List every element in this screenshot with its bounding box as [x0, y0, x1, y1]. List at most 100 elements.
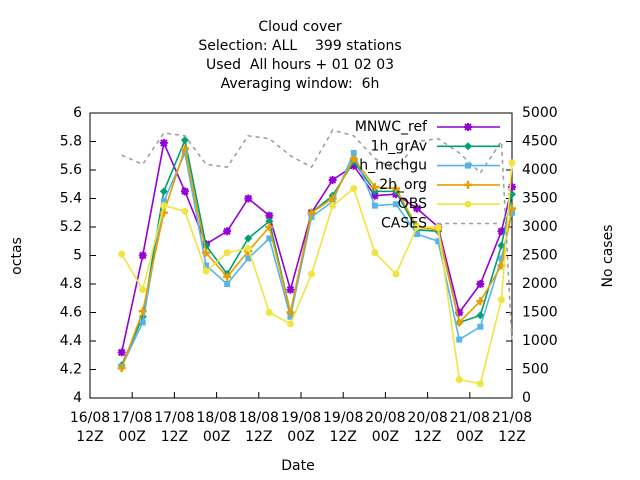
x-tick-label: 00Z: [287, 429, 314, 445]
data-point: [350, 149, 357, 156]
series-line: [120, 162, 513, 385]
data-point: [435, 238, 442, 245]
chart-subtitle: Averaging window: 6h: [221, 76, 380, 92]
data-point: [202, 248, 211, 257]
x-tick-label: 00Z: [203, 429, 230, 445]
data-point: [181, 149, 188, 156]
data-point: [413, 223, 421, 231]
x-axis-label: Date: [281, 458, 314, 474]
x-tick-label: 19/08: [281, 410, 321, 426]
legend-label: OBS: [398, 196, 427, 212]
legend-label: h_nechgu: [359, 158, 427, 174]
data-point: [477, 323, 484, 330]
data-point: [329, 202, 337, 210]
data-point: [508, 204, 516, 213]
y2-tick-label: 2500: [522, 248, 558, 264]
y2-tick-label: 5000: [522, 105, 558, 121]
y-tick-label: 4: [73, 390, 82, 406]
chart-title: Cloud cover: [258, 19, 342, 35]
data-point: [202, 267, 210, 275]
data-point: [286, 285, 295, 294]
x-tick-label: 17/08: [112, 410, 152, 426]
data-point: [349, 154, 358, 163]
data-point: [370, 183, 379, 192]
y-tick-label: 4.4: [60, 333, 82, 349]
legend-label: 2h_org: [379, 177, 427, 193]
data-point: [476, 311, 485, 320]
x-tick-label: 20/08: [407, 410, 447, 426]
data-point: [286, 308, 295, 317]
data-point: [455, 375, 463, 383]
data-point: [414, 231, 421, 238]
data-point: [160, 202, 168, 210]
data-point: [391, 184, 400, 193]
data-point: [392, 201, 399, 208]
data-point: [118, 250, 126, 258]
x-tick-label: 00Z: [118, 429, 145, 445]
data-point: [464, 142, 472, 151]
x-tick-label: 17/08: [154, 410, 194, 426]
x-tick-label: 12Z: [498, 429, 525, 445]
data-point: [434, 223, 442, 231]
data-point: [159, 138, 168, 147]
data-point: [465, 162, 471, 169]
data-point: [497, 227, 506, 236]
data-point: [265, 211, 274, 220]
x-tick-label: 12Z: [329, 429, 356, 445]
x-tick-label: 16/08: [70, 410, 110, 426]
x-tick-label: 12Z: [76, 429, 103, 445]
series-line: [120, 140, 513, 353]
y2-tick-label: 1500: [522, 305, 558, 321]
data-point: [286, 320, 294, 328]
data-point: [497, 296, 505, 304]
data-point: [223, 249, 231, 257]
y-axis-label: octas: [9, 237, 25, 275]
series-line: [120, 145, 513, 369]
data-point: [245, 255, 252, 262]
data-point: [476, 280, 485, 288]
y-tick-label: 5.6: [60, 162, 82, 178]
data-point: [224, 281, 231, 287]
y-tick-label: 6: [73, 105, 82, 121]
data-point: [370, 187, 379, 196]
data-point: [265, 223, 274, 231]
data-point: [307, 208, 316, 217]
legend-label: CASES: [381, 216, 427, 232]
data-point: [456, 336, 463, 343]
data-point: [180, 144, 189, 153]
data-point: [139, 319, 146, 326]
data-point: [350, 185, 358, 193]
data-point: [203, 262, 210, 269]
x-tick-label: 20/08: [365, 410, 405, 426]
data-point: [455, 318, 464, 327]
data-point: [308, 270, 316, 278]
data-point: [159, 187, 168, 196]
data-point: [138, 307, 147, 316]
y-tick-label: 4.6: [60, 305, 82, 321]
data-point: [464, 200, 472, 208]
data-point: [265, 309, 273, 316]
data-point: [181, 207, 189, 215]
data-point: [159, 208, 168, 217]
data-point: [244, 234, 253, 243]
x-tick-label: 12Z: [245, 429, 272, 445]
data-point: [464, 180, 472, 189]
x-tick-label: 00Z: [456, 429, 483, 445]
legend-label: MNWC_ref: [355, 119, 428, 135]
data-point: [476, 297, 485, 306]
y2-tick-label: 3000: [522, 219, 558, 235]
y2-tick-label: 2000: [522, 276, 558, 292]
data-point: [392, 270, 400, 278]
data-point: [139, 286, 147, 294]
data-point: [508, 183, 516, 192]
data-point: [117, 348, 126, 357]
y-tick-label: 5.2: [60, 219, 82, 235]
data-point: [223, 227, 232, 236]
series-line: [120, 137, 513, 366]
data-point: [308, 214, 315, 221]
y2-tick-label: 4000: [522, 162, 558, 178]
data-point: [508, 159, 516, 167]
legend-label: 1h_grAv: [371, 138, 427, 154]
data-point: [244, 194, 253, 203]
